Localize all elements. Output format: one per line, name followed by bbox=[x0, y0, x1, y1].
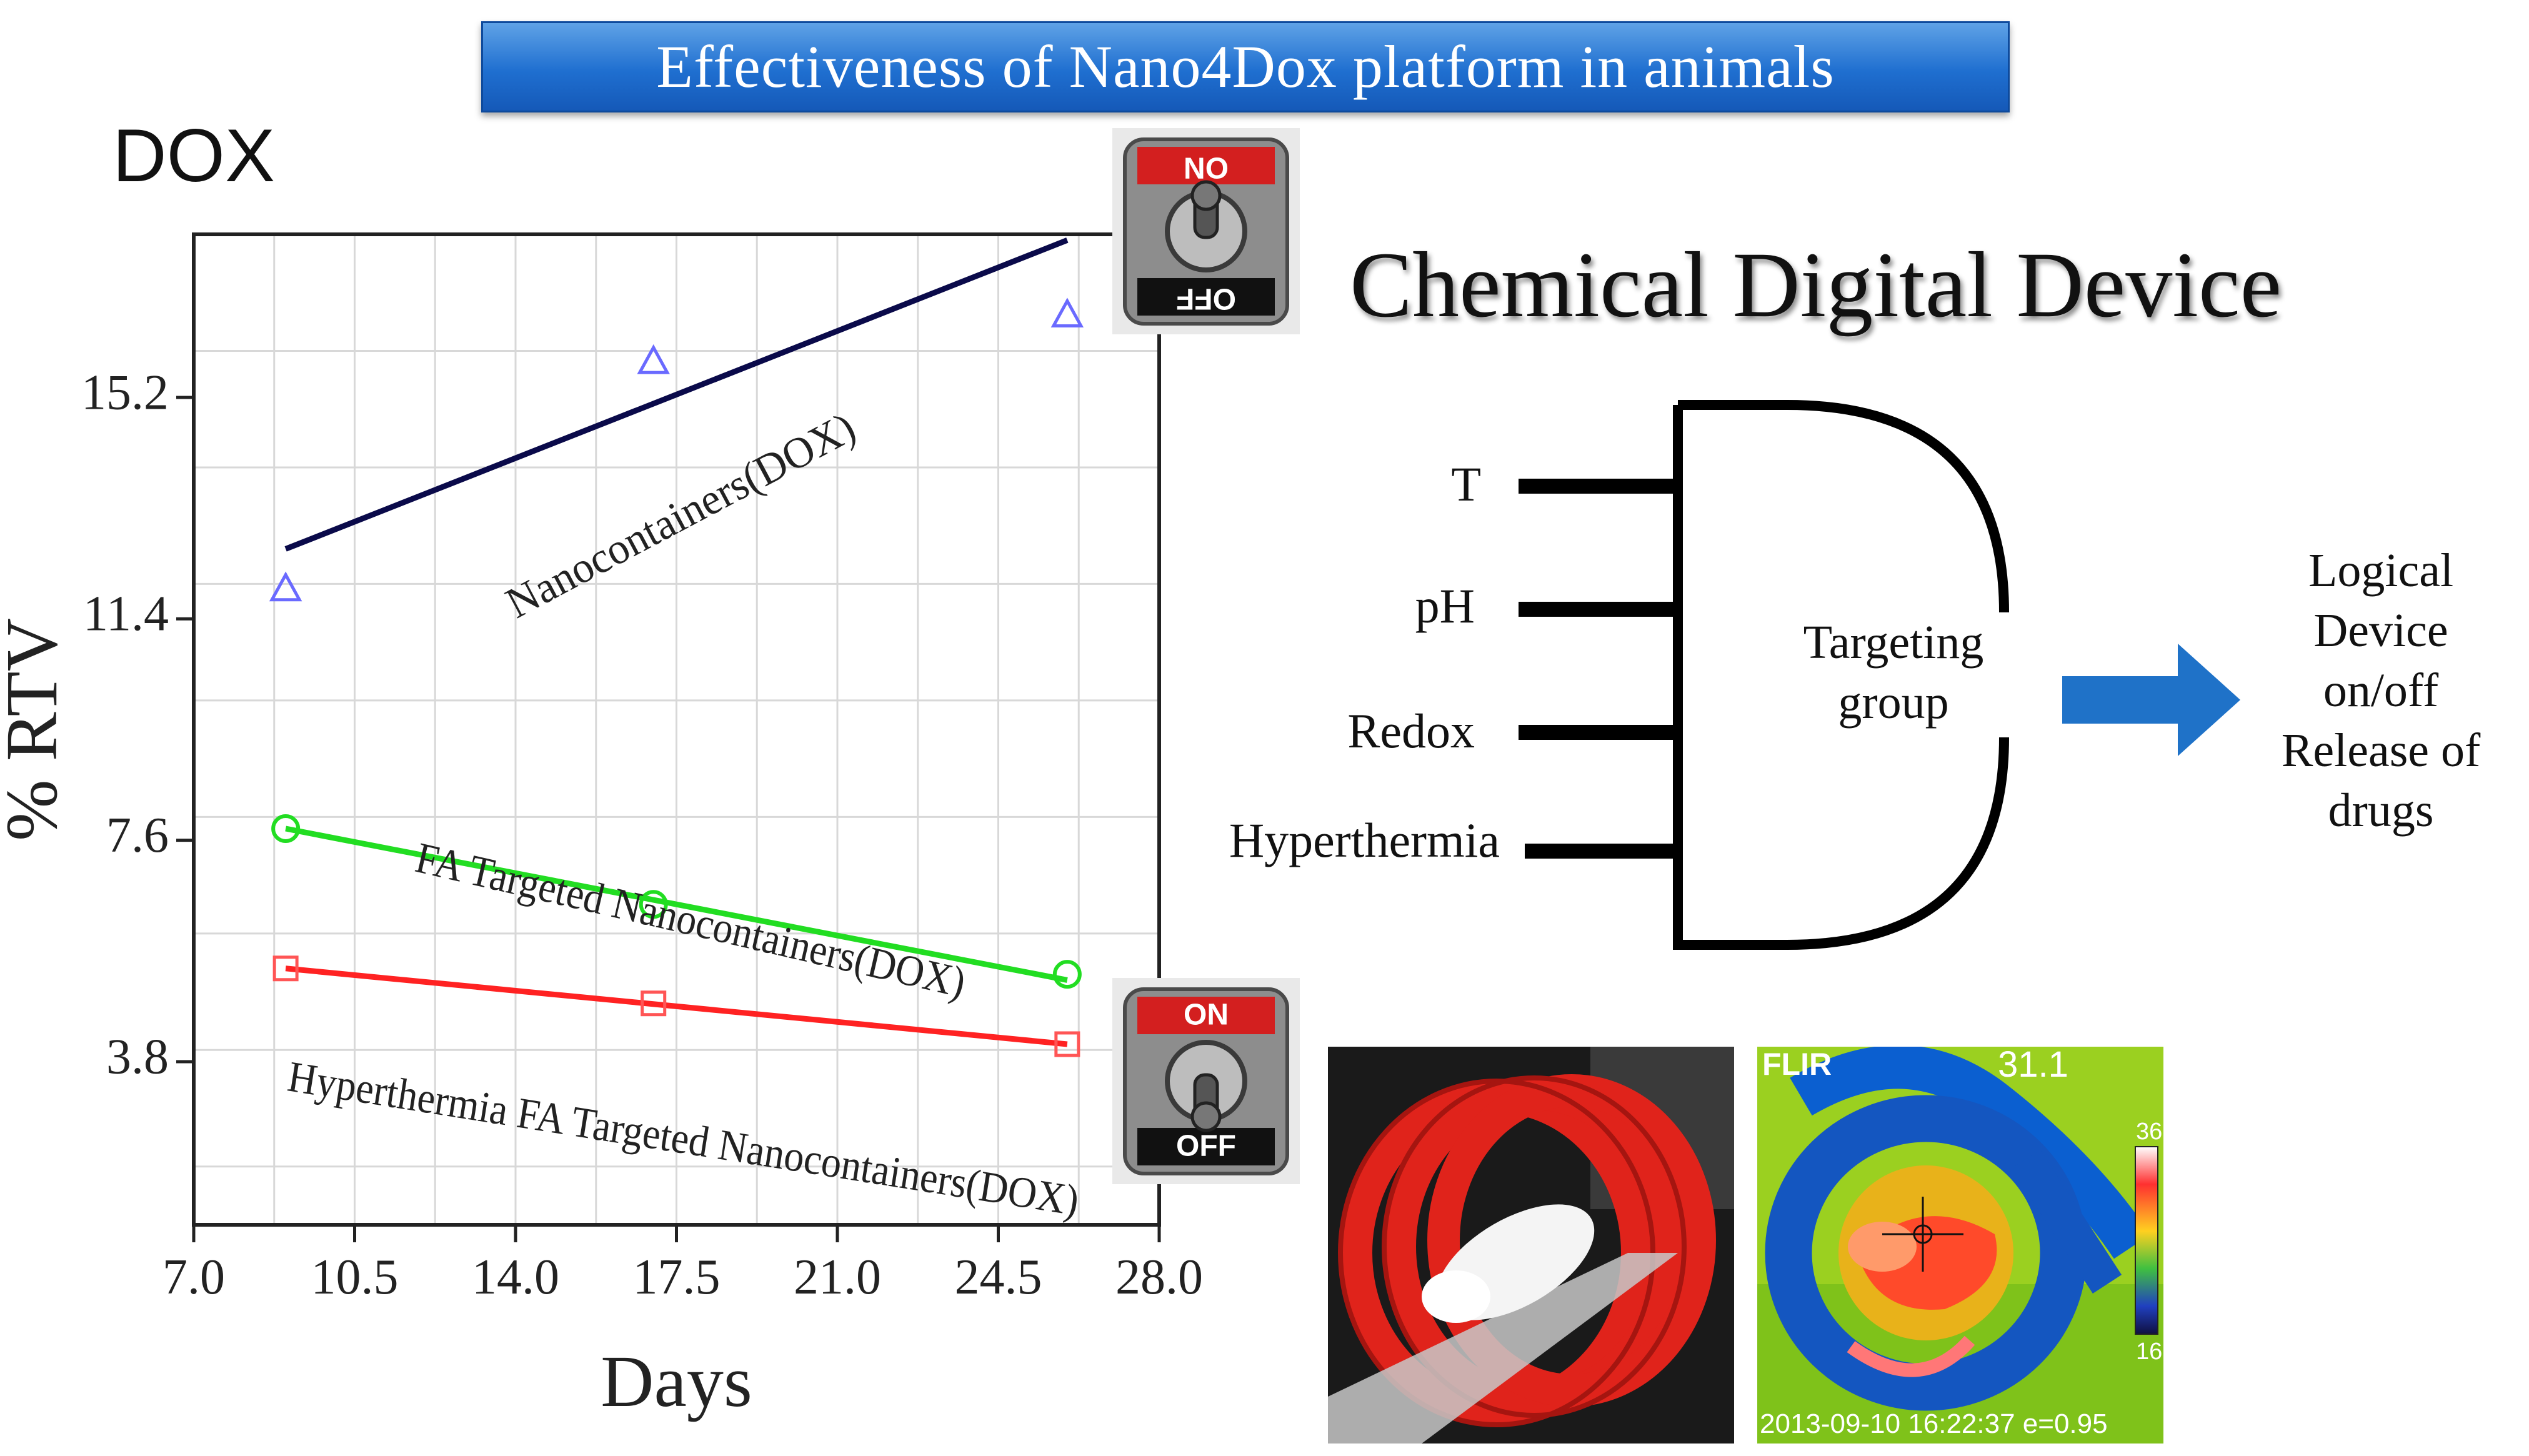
input-label-hyperthermia: Hyperthermia bbox=[1229, 813, 1500, 867]
y-tick-label: 3.8 bbox=[106, 1029, 169, 1084]
output-line: on/off bbox=[2323, 664, 2439, 717]
data-point-triangle bbox=[269, 571, 302, 602]
device-title: Chemical Digital Device bbox=[1350, 233, 2282, 337]
data-point-triangle bbox=[1050, 297, 1084, 328]
thermal-timestamp: 2013-09-10 16:22:37 e=0.95 bbox=[1760, 1409, 2108, 1439]
gate-label: Targeting group bbox=[1803, 616, 1984, 729]
data-point-circle bbox=[271, 814, 301, 843]
input-label-redox: Redox bbox=[1347, 704, 1475, 758]
input-label-ph: pH bbox=[1415, 579, 1475, 633]
series-fit-line bbox=[285, 825, 1068, 983]
rtv-chart: 3.8 7.6 11.4 15.2 7.0 10.5 14.0 17.5 21.0 24.5 28.… bbox=[0, 232, 1203, 1422]
thermal-scale-max: 36 bbox=[2136, 1119, 2162, 1145]
thermal-scale-min: 16 bbox=[2136, 1339, 2162, 1365]
x-tick-label: 24.5 bbox=[955, 1250, 1042, 1305]
output-line: Logical bbox=[2308, 544, 2454, 597]
data-point-square bbox=[272, 955, 299, 982]
data-point-square bbox=[1054, 1031, 1080, 1057]
title-banner: Effectiveness of Nano4Dox platform in an… bbox=[481, 21, 2010, 112]
switch-bottom-label: OFF bbox=[1176, 282, 1236, 315]
y-tick-label: 7.6 bbox=[106, 808, 169, 863]
thermal-image: FLIR 31.1 36 16 2013-09-10 16:22:37 e=0.… bbox=[1757, 1047, 2163, 1444]
data-point-square bbox=[641, 990, 667, 1017]
x-tick-label: 28.0 bbox=[1115, 1250, 1203, 1305]
panel-label: DOX bbox=[112, 114, 276, 197]
output-arrow-icon bbox=[2062, 644, 2240, 756]
gate-outline-bottom bbox=[1673, 405, 2009, 950]
thermal-temperature: 31.1 bbox=[1998, 1047, 2068, 1085]
output-line: Release of bbox=[2281, 724, 2481, 777]
input-label-t: T bbox=[1451, 457, 1481, 511]
data-point-triangle bbox=[637, 344, 670, 374]
switch-top-label: ON bbox=[1184, 151, 1229, 184]
series-fit-line bbox=[285, 965, 1068, 1047]
y-tick-label: 15.2 bbox=[81, 365, 169, 420]
mouse-coil-photo bbox=[1328, 1047, 1734, 1444]
x-tick-label: 21.0 bbox=[794, 1250, 881, 1305]
y-axis-label: % RTV bbox=[0, 618, 72, 841]
x-tick-label: 7.0 bbox=[162, 1250, 225, 1305]
data-point-circle bbox=[1052, 960, 1082, 989]
series-fit-line bbox=[284, 237, 1069, 552]
and-gate-diagram bbox=[1519, 400, 2009, 950]
x-axis-label: Days bbox=[601, 1340, 752, 1422]
switch-top-label: ON bbox=[1184, 999, 1229, 1032]
toggle-switch-off-icon: ON OFF bbox=[1112, 128, 1300, 334]
x-tick-label: 17.5 bbox=[633, 1250, 721, 1305]
thermal-brand: FLIR bbox=[1762, 1047, 1832, 1082]
y-tick-label: 11.4 bbox=[83, 587, 169, 642]
toggle-switch-on-icon: ON OFF bbox=[1112, 978, 1300, 1184]
output-label: Logical Device on/off Release of drugs bbox=[2225, 541, 2529, 840]
output-line: Device bbox=[2313, 604, 2448, 657]
gate-outline-top bbox=[1678, 400, 2009, 613]
x-tick-label: 14.0 bbox=[472, 1250, 559, 1305]
data-point-circle bbox=[639, 890, 668, 919]
output-line: drugs bbox=[2328, 784, 2434, 837]
x-tick-label: 10.5 bbox=[311, 1250, 399, 1305]
switch-bottom-label: OFF bbox=[1176, 1130, 1236, 1163]
